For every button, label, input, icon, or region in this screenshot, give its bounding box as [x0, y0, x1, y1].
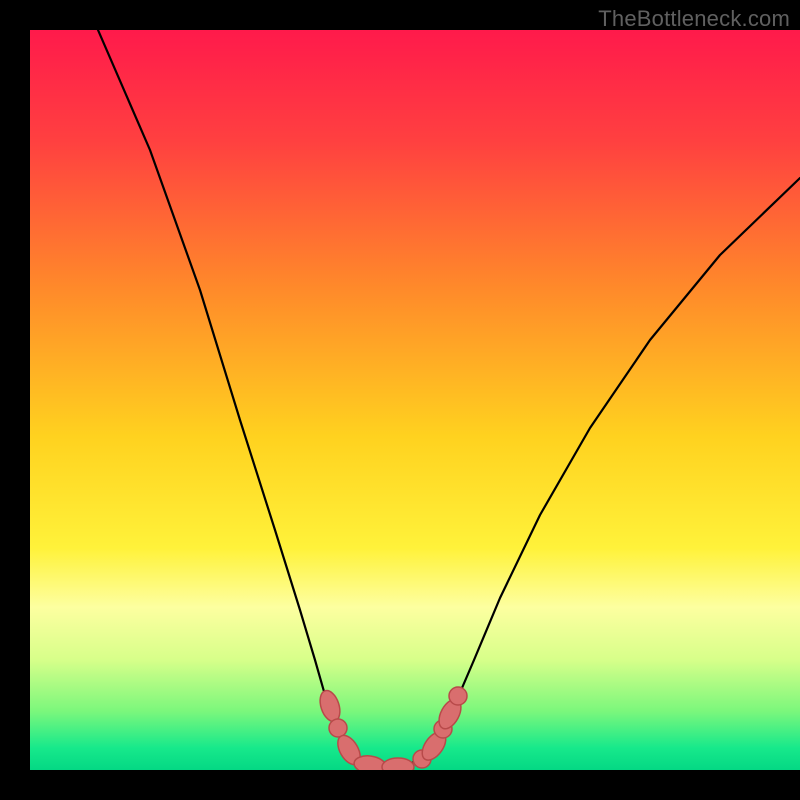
chart-svg [30, 30, 800, 770]
data-marker [329, 719, 347, 737]
data-marker [382, 758, 414, 770]
plot-area [30, 30, 800, 770]
watermark-text: TheBottleneck.com [598, 6, 790, 32]
data-marker [449, 687, 467, 705]
